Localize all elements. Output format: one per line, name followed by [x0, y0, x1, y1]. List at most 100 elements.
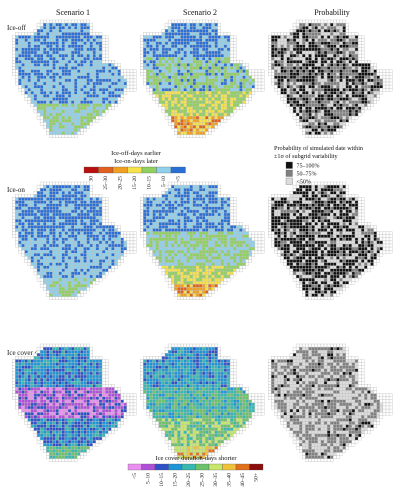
map-cell	[245, 66, 249, 70]
map-cell	[167, 103, 172, 107]
map-cell	[174, 203, 178, 207]
map-cell	[174, 237, 178, 242]
map-cell	[64, 293, 69, 297]
map-cell	[342, 26, 346, 30]
map-cell	[30, 194, 35, 198]
map-cell	[289, 63, 294, 67]
map-cell	[208, 72, 212, 76]
map-cell	[30, 57, 35, 61]
map-cell	[180, 53, 184, 58]
map-cell	[55, 262, 59, 266]
map-cell	[192, 262, 197, 266]
map-cell	[43, 22, 47, 27]
map-cell	[120, 69, 124, 73]
map-cell	[161, 268, 166, 273]
map-cell	[39, 234, 44, 238]
map-cell	[171, 231, 175, 235]
map-cell	[70, 290, 75, 294]
map-cell	[330, 72, 334, 76]
map-cell	[95, 72, 100, 76]
map-cell	[161, 212, 166, 217]
map-cell	[101, 240, 106, 245]
map-cell	[152, 197, 156, 201]
map-cell	[80, 237, 84, 242]
map-cell	[292, 50, 297, 55]
map-cell	[80, 19, 84, 24]
map-cell	[108, 72, 112, 76]
map-cell	[155, 253, 159, 257]
map-cell	[74, 296, 78, 300]
map-cell	[195, 78, 200, 83]
map-cell	[311, 119, 315, 123]
map-cell	[80, 246, 84, 251]
map-cell	[49, 103, 53, 107]
map-cell	[126, 250, 131, 254]
map-cell	[311, 128, 315, 132]
map-cell	[55, 128, 59, 132]
map-cell	[114, 94, 118, 98]
map-cell	[58, 284, 62, 288]
map-cell	[24, 38, 28, 42]
map-cell	[80, 35, 84, 39]
map-cell	[152, 60, 156, 64]
map-cell	[202, 277, 206, 282]
map-cell	[80, 228, 84, 232]
map-cell	[245, 100, 249, 104]
map-cell	[280, 32, 284, 36]
map-cell	[98, 268, 103, 273]
map-cell	[220, 112, 225, 117]
map-cell	[58, 203, 62, 207]
map-cell	[15, 75, 19, 80]
map-cell	[33, 75, 38, 80]
map-cell	[198, 197, 203, 201]
map-cell	[180, 284, 184, 288]
map-cell	[195, 271, 200, 276]
map-cell	[158, 203, 163, 207]
map-cell	[58, 19, 62, 24]
map-cell	[239, 66, 243, 70]
map-cell	[152, 222, 156, 226]
map-cell	[61, 57, 66, 61]
map-cell	[155, 35, 159, 39]
map-cell	[311, 106, 315, 111]
map-cell	[30, 41, 35, 45]
map-cell	[167, 274, 172, 279]
map-cell	[43, 19, 47, 24]
map-cell	[77, 131, 81, 135]
map-cell	[295, 38, 300, 42]
map-cell	[195, 228, 200, 232]
map-cell	[305, 134, 309, 138]
map-cell	[345, 60, 349, 64]
map-cell	[295, 35, 300, 39]
map-cell	[305, 35, 309, 39]
map-ice-off-probability	[268, 19, 393, 138]
map-cell	[61, 38, 66, 42]
map-cell	[70, 259, 75, 263]
map-cell	[189, 284, 194, 288]
map-cell	[77, 203, 81, 207]
map-cell	[98, 203, 103, 207]
map-cell	[33, 197, 38, 201]
map-cell	[277, 38, 281, 42]
map-cell	[348, 100, 353, 104]
map-cell	[217, 81, 221, 86]
map-cell	[18, 41, 22, 45]
map-cell	[167, 268, 172, 273]
map-cell	[311, 103, 315, 107]
map-cell	[205, 203, 209, 207]
map-cell	[101, 50, 106, 55]
map-cell	[58, 66, 62, 70]
map-cell	[95, 119, 100, 123]
map-cell	[43, 206, 47, 211]
map-cell	[205, 122, 209, 126]
map-cell	[295, 69, 300, 73]
map-cell	[155, 81, 159, 86]
map-cell	[12, 63, 16, 67]
map-cell	[171, 38, 175, 42]
map-cell	[183, 293, 187, 297]
map-cell	[24, 212, 28, 217]
map-cell	[55, 134, 59, 138]
map-cell	[70, 203, 75, 207]
map-cell	[30, 66, 35, 70]
map-cell	[167, 259, 172, 263]
